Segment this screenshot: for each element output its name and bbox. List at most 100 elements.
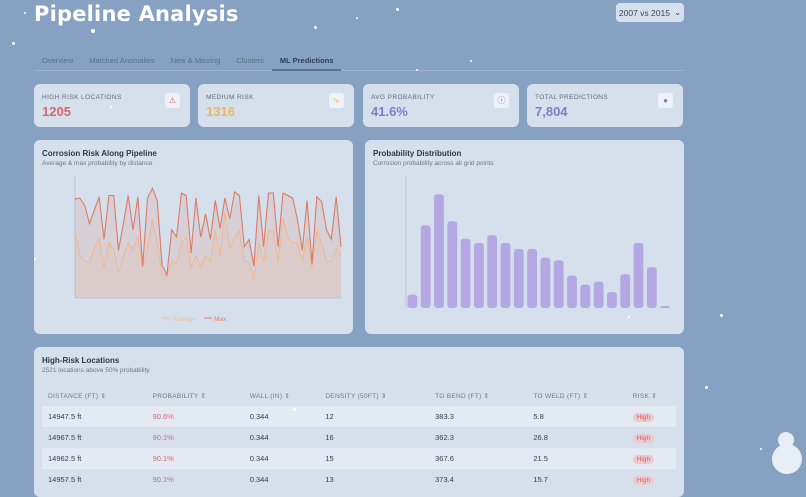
kpi-label: AVG PROBABILITY <box>371 94 435 101</box>
histogram-bar <box>474 242 484 308</box>
series-line-max <box>74 186 342 277</box>
tab-clusters[interactable]: Clusters <box>236 56 264 65</box>
target-icon: ● <box>658 93 673 108</box>
histogram-bar <box>527 248 537 308</box>
line-chart-title: Corrosion Risk Along Pipeline <box>42 149 157 158</box>
tab-overview[interactable]: Overview <box>42 56 74 65</box>
histogram-bar <box>593 281 604 308</box>
kpi-card: HIGH RISK LOCATIONS 1205 ⚠ <box>34 84 190 127</box>
histogram-bar <box>660 305 670 308</box>
alert-triangle-icon: ⚠ <box>165 93 180 108</box>
table-row[interactable]: 14962.5 ft 90.1% 0.344 15 367.6 21.5 High <box>42 448 676 469</box>
snowflake-decoration <box>416 69 418 71</box>
histogram-bar <box>633 242 644 308</box>
tab-new-missing[interactable]: New & Missing <box>170 56 221 65</box>
histogram-bar <box>580 284 591 308</box>
column-header[interactable]: TO BEND (FT) ⇕ <box>435 392 490 400</box>
corrosion-risk-panel: Corrosion Risk Along Pipeline Average & … <box>34 140 353 334</box>
legend-label-average: Average <box>172 316 196 323</box>
legend-label-max: Max <box>214 316 227 323</box>
column-header[interactable]: TO WELD (FT) ⇕ <box>533 392 589 400</box>
line-chart-subtitle: Average & max probability by distance <box>42 160 153 167</box>
histogram-bar <box>607 291 617 308</box>
table-row[interactable]: 14947.5 ft 90.6% 0.344 12 383.3 5.8 High <box>42 406 676 427</box>
snowman-head-icon <box>778 432 794 448</box>
series-area-max <box>75 188 341 298</box>
table-title: High-Risk Locations <box>42 356 120 365</box>
snowflake-decoration <box>356 17 358 19</box>
histogram-bar <box>646 267 657 308</box>
table-cell: 26.8 <box>533 433 548 442</box>
histogram-bar <box>447 221 458 308</box>
table-cell: 14947.5 ft <box>48 412 82 421</box>
table-cell: 5.8 <box>533 412 544 421</box>
risk-badge: High <box>632 455 655 464</box>
tab-bar: Overview Matched Anomalies New & Missing… <box>34 52 684 71</box>
kpi-card: MEDIUM RISK 1316 ∿ <box>198 84 354 127</box>
table-cell: 12 <box>325 412 334 421</box>
kpi-label: HIGH RISK LOCATIONS <box>42 94 122 101</box>
histogram-bar <box>460 238 471 308</box>
table-cell: 367.6 <box>435 454 454 463</box>
table-cell: 16 <box>325 433 334 442</box>
table-subtitle: 2521 locations above 50% probability <box>42 367 150 374</box>
table-cell: 90.6% <box>152 412 174 421</box>
snowflake-decoration <box>24 12 26 14</box>
table-cell: 21.5 <box>533 454 548 463</box>
activity-icon: ∿ <box>329 93 344 108</box>
histogram-bar <box>407 294 418 308</box>
snowflake-decoration <box>760 448 762 450</box>
table-cell: 0.344 <box>249 412 269 421</box>
risk-badge: High <box>632 434 655 443</box>
histogram-bar <box>553 260 564 308</box>
bar-chart-subtitle: Corrosion probability across all grid po… <box>373 160 494 167</box>
histogram-bar <box>567 275 577 308</box>
comparison-select[interactable]: 2007 vs 2015 ⌄ <box>616 3 684 22</box>
histogram-bar <box>500 242 511 308</box>
kpi-label: TOTAL PREDICTIONS <box>535 94 609 101</box>
histogram-bar <box>540 257 551 308</box>
info-circle-icon: ⓘ <box>494 93 509 108</box>
kpi-value: 1205 <box>42 104 71 119</box>
kpi-value: 1316 <box>206 104 235 119</box>
bar-chart-title: Probability Distribution <box>373 149 462 158</box>
table-cell: 362.3 <box>435 433 454 442</box>
high-risk-table: DISTANCE (FT) ⇕ PROBABILITY ⇕ WALL (IN) ⇕ D… <box>42 385 676 490</box>
column-header[interactable]: RISK ⇕ <box>632 392 657 400</box>
risk-badge: High <box>632 476 655 485</box>
snowflake-decoration <box>91 29 95 33</box>
histogram-bar <box>620 274 631 308</box>
column-header[interactable]: DENSITY (50FT) ⇕ <box>325 392 387 400</box>
kpi-value: 7,804 <box>535 104 568 119</box>
tab-matched-anomalies[interactable]: Matched Anomalies <box>89 56 155 65</box>
histogram-bar <box>487 235 498 308</box>
snowflake-decoration <box>314 26 317 29</box>
snowman-icon <box>772 444 802 474</box>
column-header[interactable]: WALL (IN) ⇕ <box>249 392 291 400</box>
snowflake-decoration <box>396 8 399 11</box>
bar-chart <box>405 176 670 308</box>
page-title: Pipeline Analysis <box>34 2 239 26</box>
snowflake-decoration <box>110 106 112 108</box>
table-cell: 90.1% <box>152 433 174 442</box>
risk-badge: High <box>632 413 655 422</box>
probability-distribution-panel: Probability Distribution Corrosion proba… <box>365 140 684 334</box>
kpi-card: AVG PROBABILITY 41.6% ⓘ <box>363 84 519 127</box>
snowflake-decoration <box>470 60 472 62</box>
histogram-bar <box>434 194 444 308</box>
histogram-bar <box>513 248 524 308</box>
table-cell: 0.344 <box>249 454 269 463</box>
snowflake-decoration <box>12 42 15 45</box>
table-cell: 14967.5 ft <box>48 433 82 442</box>
histogram-bar <box>420 225 431 308</box>
table-row[interactable]: 14967.5 ft 90.1% 0.344 16 362.3 26.8 High <box>42 427 676 448</box>
snowflake-decoration <box>705 386 708 389</box>
table-cell: 0.344 <box>249 433 269 442</box>
kpi-card: TOTAL PREDICTIONS 7,804 ● <box>527 84 683 127</box>
tab-ml-predictions[interactable]: ML Predictions <box>271 52 342 71</box>
column-header[interactable]: DISTANCE (FT) ⇕ <box>48 392 107 400</box>
table-cell: 14962.5 ft <box>48 454 82 463</box>
series-area-average <box>75 212 341 298</box>
column-header[interactable]: PROBABILITY ⇕ <box>152 392 207 400</box>
table-cell: 90.1% <box>152 454 174 463</box>
